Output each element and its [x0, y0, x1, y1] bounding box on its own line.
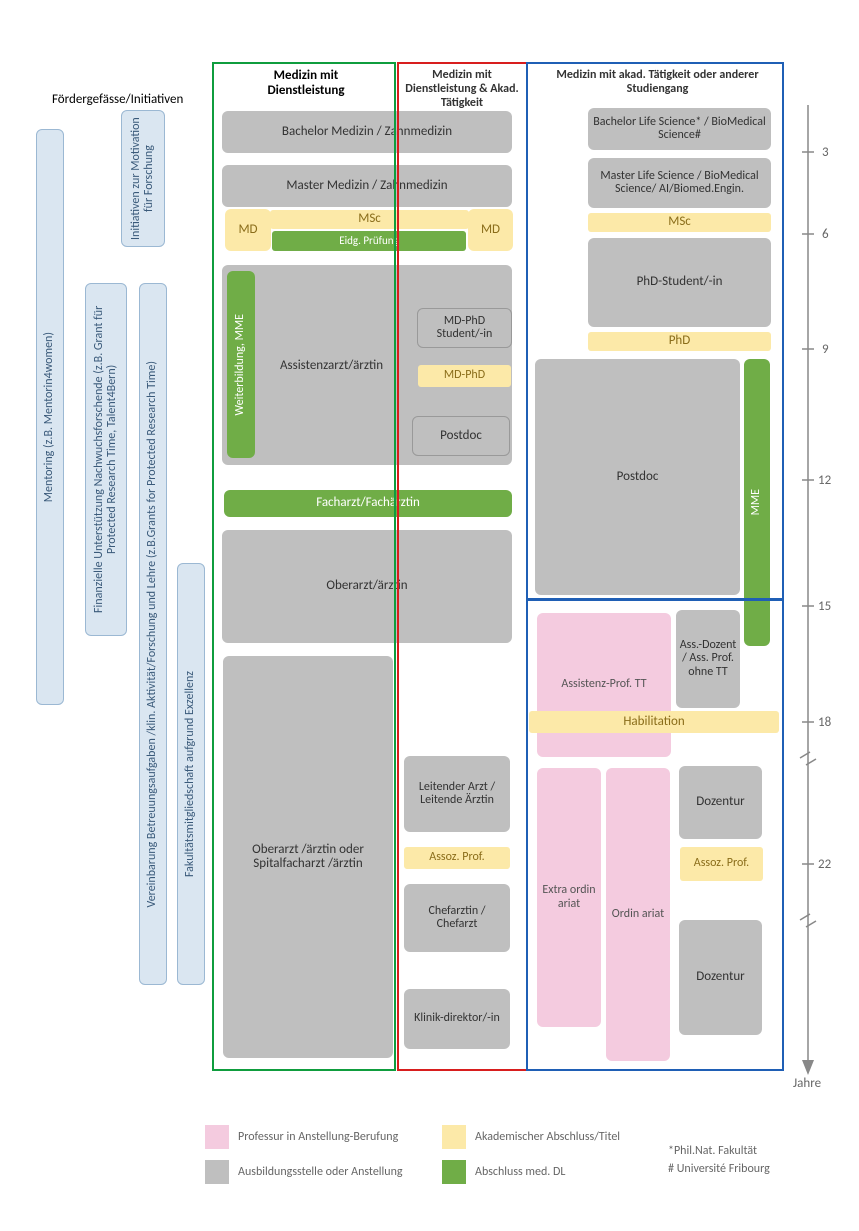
legend-swatch-grey [205, 1160, 229, 1184]
box-phd: PhD [588, 332, 771, 351]
sidebar-mentoring: Mentoring (z.B. Mentorin4women) [36, 129, 64, 705]
sidebar-vereinbarung-label: Vereinbarung Betreuungsaufgaben /klin. A… [146, 361, 159, 908]
box-md-left: MD [225, 209, 271, 251]
box-bachelor-med: Bachelor Medizin / Zahnmedizin [222, 111, 512, 153]
box-phd-student: PhD-Student/-in [588, 238, 771, 327]
box-master-med: Master Medizin / Zahnmedizin [222, 165, 512, 207]
legend-label-yellow: Akademischer Abschluss/Titel [475, 1130, 620, 1144]
header-title: Fördergefässe/Initiativen [52, 92, 183, 107]
box-bachelor-ls: Bachelor Life Science* / BioMedical Scie… [588, 108, 771, 150]
box-assoz-prof-right: Assoz. Prof. [680, 847, 763, 881]
col3-header: Medizin mit akad. Tätigkeit oder anderer… [540, 68, 775, 96]
box-mme: MME [744, 359, 770, 646]
box-assistenzarzt-label: Assistenzarzt/ärztin [280, 358, 383, 373]
tick-15: 15 [818, 599, 831, 614]
tick-3: 3 [822, 145, 829, 160]
box-klinikdir: Klinik-direktor/-in [404, 989, 510, 1049]
box-assistenz-prof: Assistenz-Prof. TT [537, 613, 671, 757]
col1-header: Medizin mit Dienstleistung [246, 68, 366, 98]
box-facharzt: Facharzt/Fachärztin [224, 490, 512, 517]
box-habilitation: Habilitation [529, 711, 779, 733]
box-chefarzt: Chefarztin / Chefarzt [404, 884, 510, 952]
box-mme-label: MME [750, 489, 763, 515]
box-mdphd: MD-PhD [418, 365, 511, 387]
box-msc-ls: MSc [588, 213, 771, 232]
legend-swatch-pink [205, 1125, 229, 1149]
sidebar-mentoring-label: Mentoring (z.B. Mentorin4women) [43, 332, 56, 502]
box-weiterbildung-label: Weiterbildung, MME [234, 314, 247, 416]
box-eidg: Eidg. Prüfung [272, 231, 466, 251]
legend-swatch-green [442, 1160, 466, 1184]
tick-9: 9 [822, 342, 829, 357]
box-dozentur-2: Dozentur [679, 920, 762, 1035]
box-weiterbildung: Weiterbildung, MME [227, 271, 255, 458]
sidebar-fakultaet-label: Fakultätsmitgliedschaft aufgrund Exzelle… [184, 671, 197, 877]
box-extraord: Extra ordin ariat [537, 768, 601, 1027]
timeline-label: Jahre [793, 1076, 821, 1091]
sidebar-finanz-label: Finanzielle Unterstützung Nachwuchsforsc… [93, 287, 119, 632]
timeline-axis [798, 105, 848, 1080]
sidebar-finanz: Finanzielle Unterstützung Nachwuchsforsc… [85, 283, 127, 636]
box-postdoc-ls: Postdoc [535, 359, 740, 595]
legend-label-pink: Professur in Anstellung-Berufung [238, 1130, 398, 1144]
box-dozentur-1: Dozentur [679, 766, 762, 839]
box-mdphd-student: MD-PhD Student/-in [417, 308, 512, 348]
col2-header: Medizin mit Dienstleistung & Akad. Tätig… [401, 68, 523, 110]
footnote-fribourg: # Université Fribourg [668, 1162, 770, 1176]
sidebar-initiativen: Initiativen zur Motivation für Forschung [121, 110, 165, 247]
tick-12: 12 [818, 473, 831, 488]
box-oberarzt-spital: Oberarzt /ärztin oder Spitalfacharzt /är… [223, 656, 393, 1058]
box-master-ls: Master Life Science / BioMedical Science… [588, 158, 771, 208]
box-ordinariat: Ordin ariat [606, 768, 670, 1061]
box-leit-arzt: Leitender Arzt / Leitende Ärztin [404, 756, 510, 832]
sidebar-initiativen-label: Initiativen zur Motivation für Forschung [130, 114, 156, 243]
box-oberarzt: Oberarzt/ärztin [222, 530, 512, 643]
box-postdoc-med: Postdoc [412, 416, 510, 456]
tick-18: 18 [818, 715, 831, 730]
box-msc-med: MSc [270, 210, 469, 229]
tick-22: 22 [818, 857, 831, 872]
box-assoz-prof-mid: Assoz. Prof. [404, 847, 510, 869]
legend-label-grey: Ausbildungsstelle oder Anstellung [238, 1165, 403, 1179]
legend-label-green: Abschluss med. DL [475, 1165, 565, 1179]
tick-6: 6 [822, 227, 829, 242]
footnote-phil: *Phil.Nat. Fakultät [668, 1144, 757, 1158]
sidebar-vereinbarung: Vereinbarung Betreuungsaufgaben /klin. A… [139, 283, 167, 985]
box-ass-dozent: Ass.-Dozent / Ass. Prof. ohne TT [676, 610, 740, 708]
sidebar-fakultaet: Fakultätsmitgliedschaft aufgrund Exzelle… [177, 563, 205, 985]
box-md-right: MD [468, 209, 513, 251]
legend-swatch-yellow [442, 1125, 466, 1149]
